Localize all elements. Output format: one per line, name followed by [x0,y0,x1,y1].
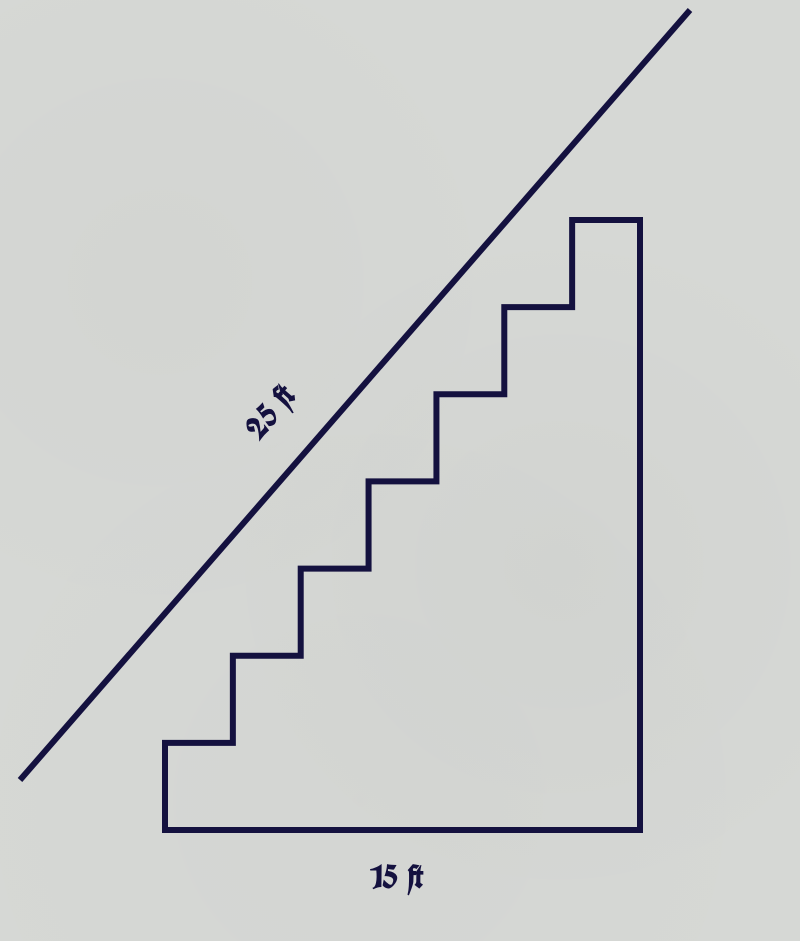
staircase-shape [165,220,640,830]
base-label: 15 ft [370,855,424,899]
staircase-diagram [0,0,800,941]
diagram-stage: 25 ft 15 ft [0,0,800,941]
hypotenuse-line [20,10,690,780]
